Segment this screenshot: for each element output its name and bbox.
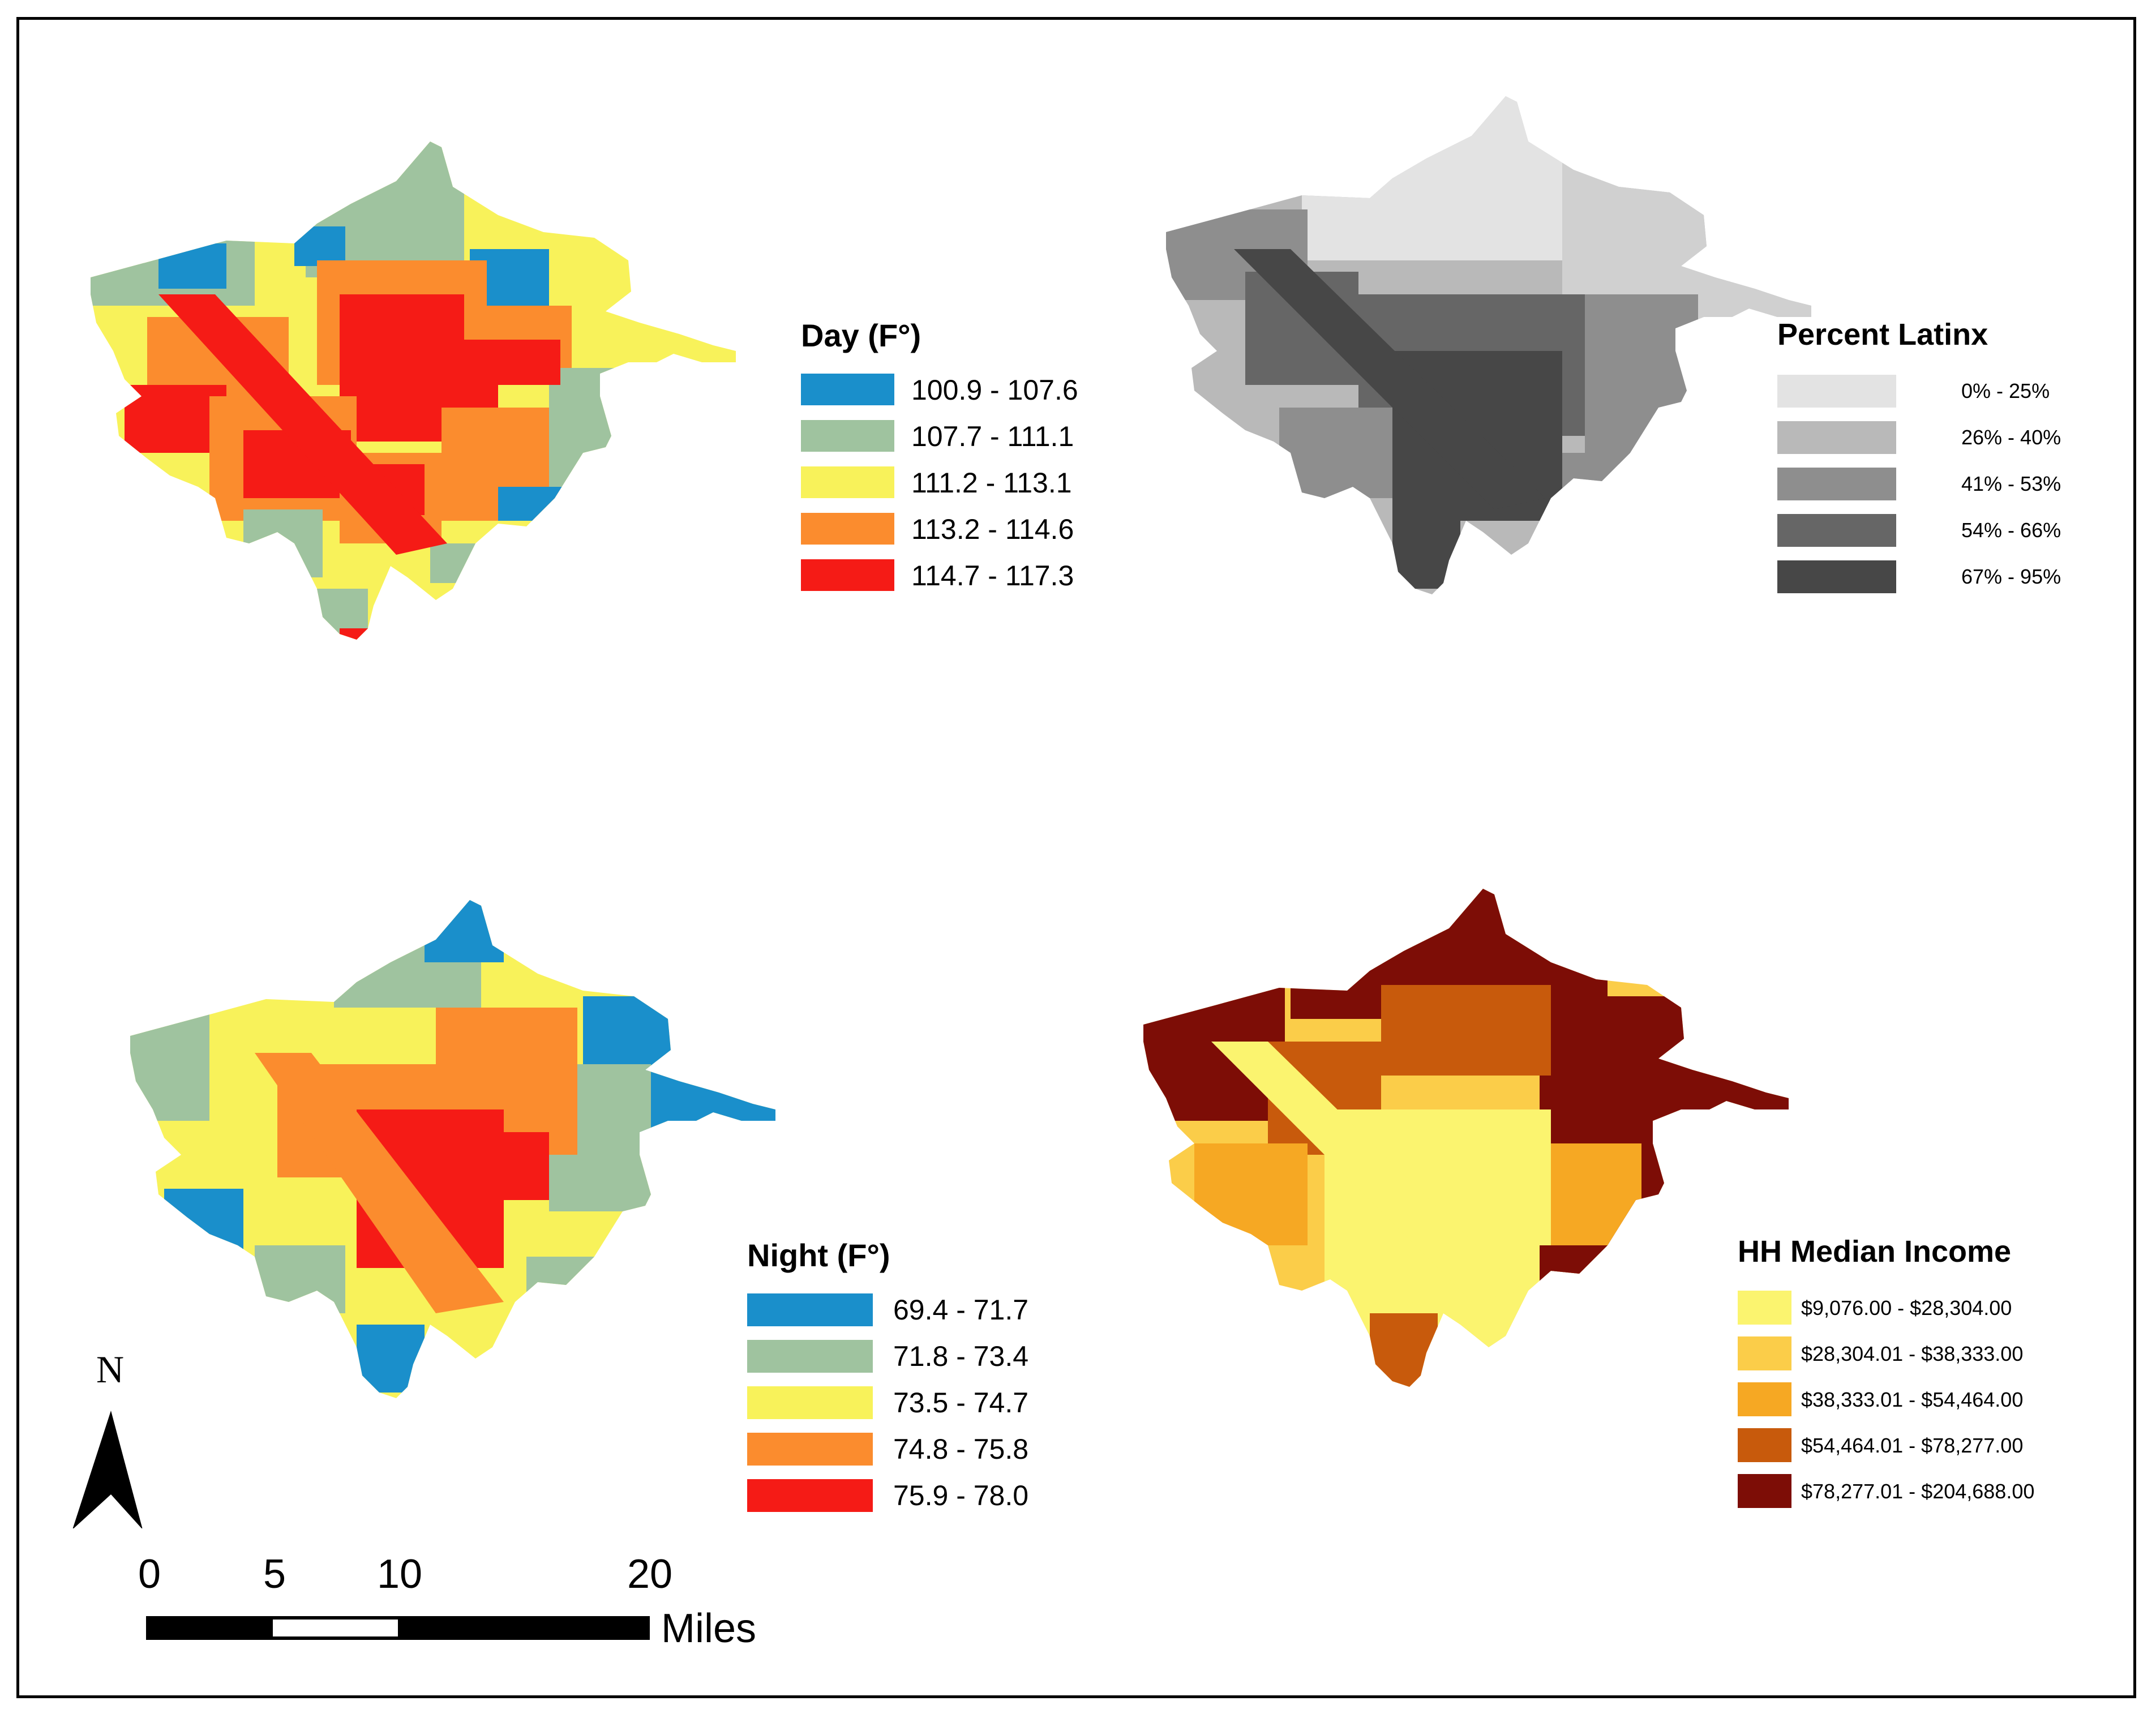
legend-label: 54% - 66% bbox=[1961, 519, 2061, 542]
legend-label: 41% - 53% bbox=[1961, 472, 2061, 495]
scale-tick-label: 10 bbox=[376, 1552, 423, 1597]
legend-label: 100.9 - 107.6 bbox=[911, 374, 1078, 406]
north-arrow-icon bbox=[72, 1411, 143, 1528]
legend-label: 113.2 - 114.6 bbox=[911, 513, 1074, 545]
north-arrow: N bbox=[68, 1347, 164, 1528]
percent-latinx-map bbox=[1166, 96, 1811, 594]
legend-title: HH Median Income bbox=[1738, 1235, 2012, 1269]
legend-label: 0% - 25% bbox=[1961, 379, 2050, 402]
legend-label: $9,076.00 - $28,304.00 bbox=[1801, 1296, 2012, 1319]
legend-swatch bbox=[1738, 1291, 1791, 1325]
legend-swatch bbox=[747, 1433, 873, 1466]
scale-bar-graphic bbox=[146, 1616, 650, 1640]
legend-swatch bbox=[801, 559, 894, 591]
legend-swatch bbox=[1777, 468, 1896, 500]
scale-tick-label: 0 bbox=[138, 1552, 161, 1597]
legend-swatch bbox=[747, 1340, 873, 1373]
night-temperature-map bbox=[130, 900, 775, 1398]
legend-label: 75.9 - 78.0 bbox=[893, 1480, 1029, 1511]
legend-swatch bbox=[1738, 1382, 1791, 1416]
legend-title: Percent Latinx bbox=[1777, 318, 1988, 352]
legend-title: Day (F°) bbox=[801, 318, 921, 353]
scale-tick-label: 20 bbox=[627, 1552, 673, 1597]
legend-swatch bbox=[747, 1386, 873, 1419]
legend-swatch bbox=[1777, 514, 1896, 547]
median-income-map bbox=[1143, 889, 1789, 1387]
figure-frame bbox=[16, 17, 2136, 1698]
legend-label: 73.5 - 74.7 bbox=[893, 1387, 1029, 1419]
legend-swatch bbox=[1777, 560, 1896, 593]
legend-title: Night (F°) bbox=[747, 1237, 890, 1273]
legend-swatch bbox=[801, 513, 894, 545]
legend-swatch bbox=[801, 466, 894, 498]
legend-swatch bbox=[801, 420, 894, 452]
legend-label: 26% - 40% bbox=[1961, 426, 2061, 449]
north-label: N bbox=[96, 1348, 125, 1391]
scale-bar: 0 5 10 20 Miles bbox=[138, 1551, 803, 1653]
day-temperature-map bbox=[91, 142, 736, 640]
legend-swatch bbox=[1738, 1428, 1791, 1462]
legend-swatch bbox=[1738, 1474, 1791, 1508]
legend-label: 111.2 - 113.1 bbox=[911, 467, 1072, 499]
scale-tick-label: 5 bbox=[263, 1552, 286, 1597]
legend-swatch bbox=[1777, 421, 1896, 454]
scale-unit-label: Miles bbox=[661, 1606, 757, 1651]
legend-label: 114.7 - 117.3 bbox=[911, 560, 1074, 592]
legend-swatch bbox=[747, 1293, 873, 1326]
legend-label: $54,464.01 - $78,277.00 bbox=[1801, 1434, 2024, 1457]
legend-label: $38,333.01 - $54,464.00 bbox=[1801, 1388, 2024, 1411]
legend-label: $28,304.01 - $38,333.00 bbox=[1801, 1342, 2024, 1365]
legend-swatch bbox=[1738, 1336, 1791, 1370]
legend-label: $78,277.01 - $204,688.00 bbox=[1801, 1480, 2035, 1503]
legend-label: 107.7 - 111.1 bbox=[911, 421, 1074, 452]
legend-label: 71.8 - 73.4 bbox=[893, 1340, 1029, 1372]
legend-swatch bbox=[747, 1479, 873, 1512]
legend-label: 69.4 - 71.7 bbox=[893, 1294, 1029, 1326]
legend-swatch bbox=[801, 374, 894, 405]
legend-label: 74.8 - 75.8 bbox=[893, 1433, 1029, 1465]
legend-swatch bbox=[1777, 375, 1896, 408]
legend-label: 67% - 95% bbox=[1961, 565, 2061, 588]
